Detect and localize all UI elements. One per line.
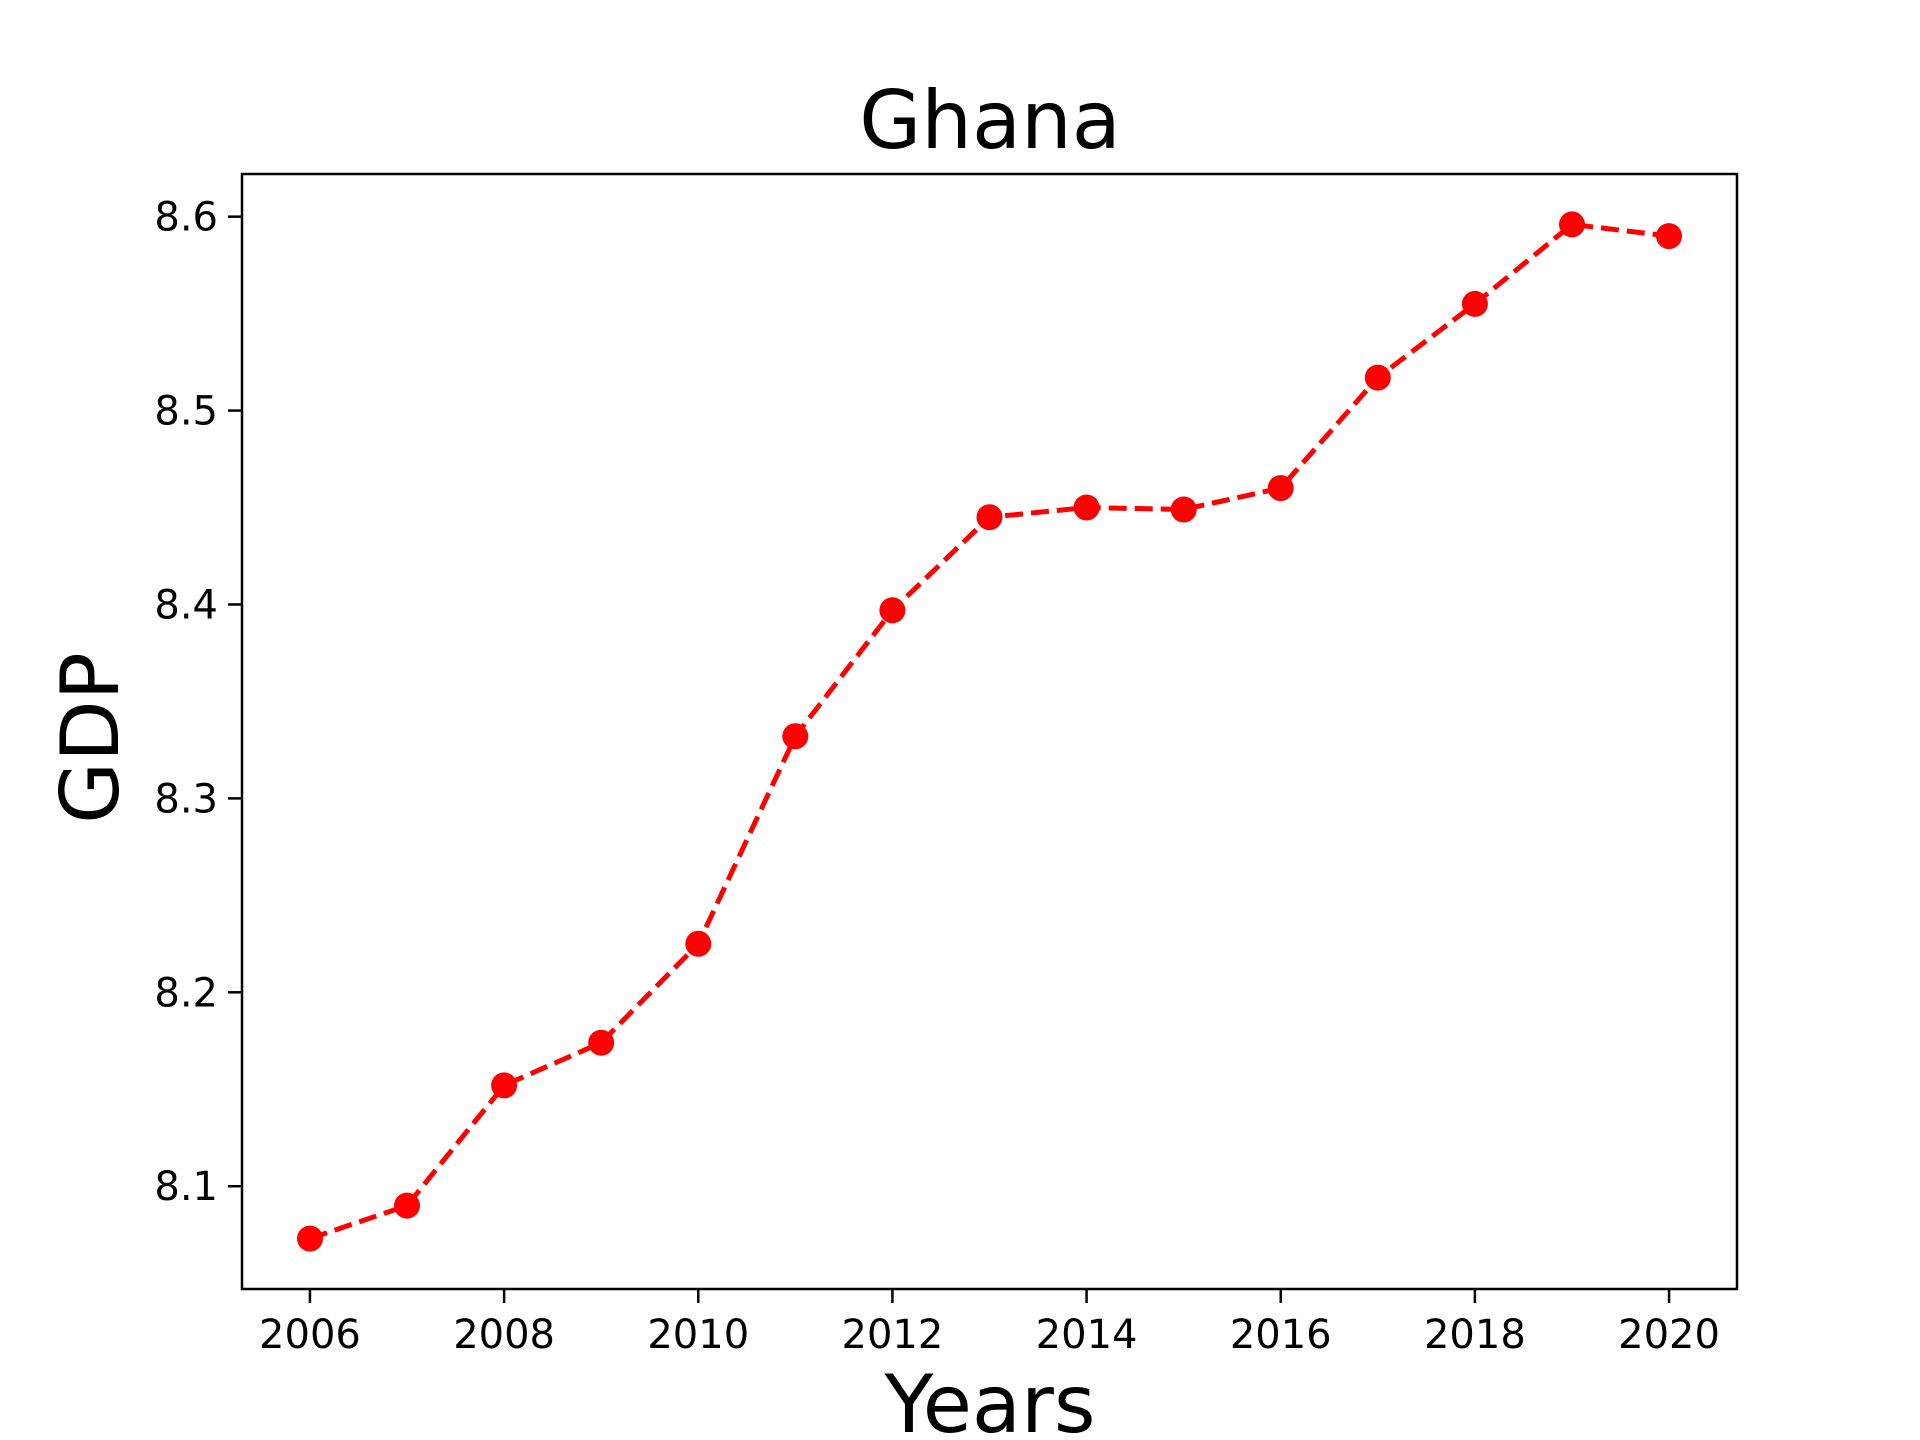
x-tick-label: 2020	[1618, 1312, 1720, 1358]
y-tick-label: 8.2	[154, 970, 218, 1016]
x-tick-label: 2016	[1230, 1312, 1332, 1358]
data-point	[977, 504, 1003, 530]
x-tick-label: 2012	[842, 1312, 944, 1358]
y-tick-label: 8.6	[154, 195, 218, 241]
y-tick-label: 8.4	[154, 582, 218, 628]
x-axis-label: Years	[883, 1358, 1095, 1440]
y-tick-label: 8.5	[154, 389, 218, 435]
y-tick-label: 8.1	[154, 1164, 218, 1210]
data-point	[394, 1193, 420, 1219]
data-point	[1074, 495, 1100, 521]
data-point	[297, 1226, 323, 1252]
data-point	[1656, 223, 1682, 249]
chart-title: Ghana	[859, 74, 1120, 167]
data-point	[879, 597, 905, 623]
data-point	[1268, 475, 1294, 501]
data-point	[1365, 365, 1391, 391]
data-point	[1171, 497, 1197, 523]
data-point	[588, 1030, 614, 1056]
data-point	[1559, 211, 1585, 237]
data-point	[1462, 291, 1488, 317]
y-tick-label: 8.3	[154, 776, 218, 822]
data-point	[685, 931, 711, 957]
data-point	[491, 1072, 517, 1098]
x-tick-label: 2018	[1424, 1312, 1526, 1358]
x-tick-label: 2006	[259, 1312, 361, 1358]
y-axis-label: GDP	[44, 652, 137, 824]
x-tick-label: 2014	[1036, 1312, 1138, 1358]
data-point	[782, 723, 808, 749]
x-tick-label: 2010	[647, 1312, 749, 1358]
x-tick-label: 2008	[453, 1312, 555, 1358]
